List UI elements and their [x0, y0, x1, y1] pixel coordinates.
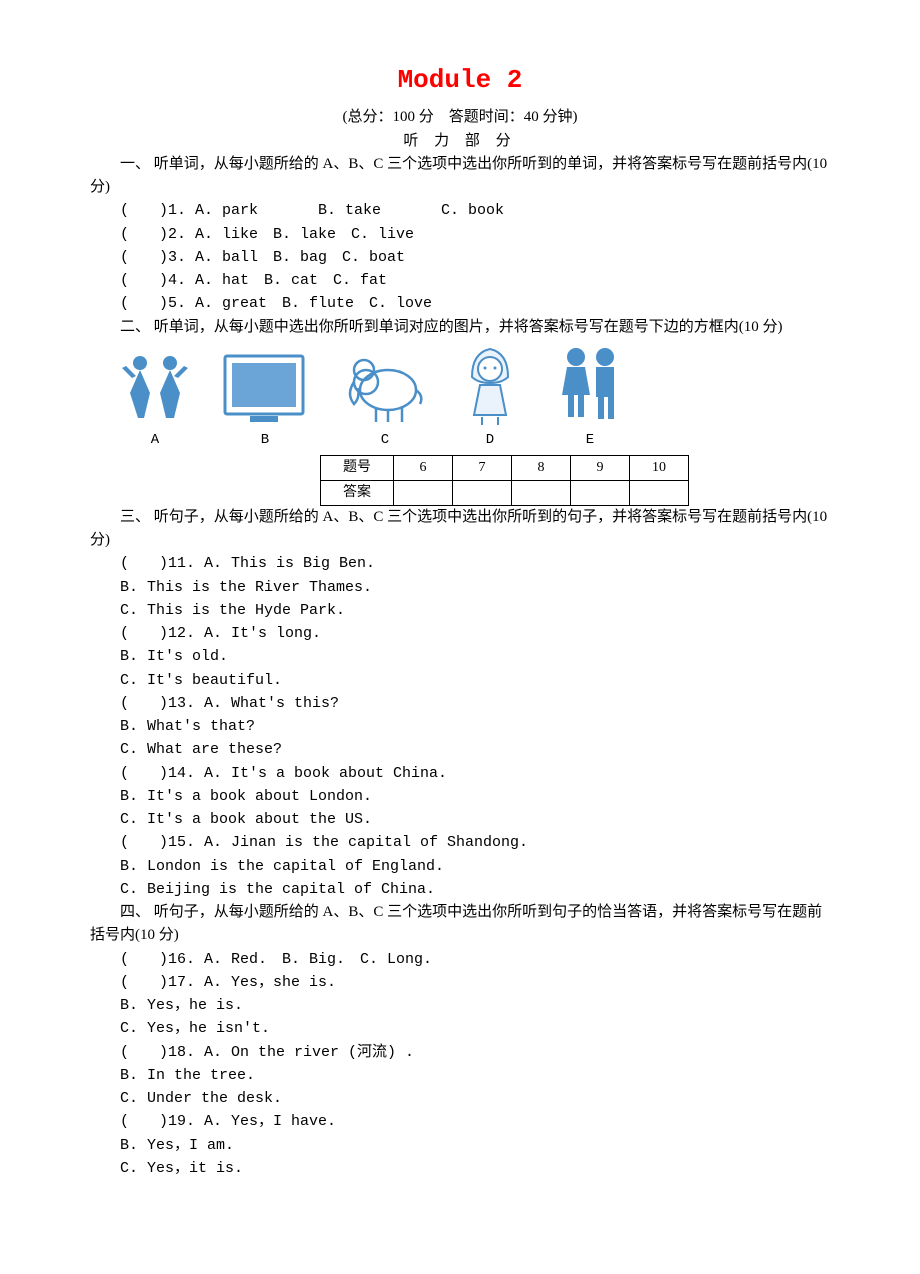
elephant-icon — [340, 348, 430, 428]
table-cell — [512, 481, 571, 506]
image-option-row: A B C — [90, 343, 830, 452]
table-cell — [394, 481, 453, 506]
module-title: Module 2 — [90, 60, 830, 100]
image-label-b: B — [220, 430, 310, 452]
q17-b: B. Yes，he is. — [90, 994, 830, 1017]
q11-c: C. This is the Hyde Park. — [90, 599, 830, 622]
table-cell: 6 — [394, 456, 453, 481]
dancing-people-icon — [120, 348, 190, 428]
q14-b: B. It's a book about London. — [90, 785, 830, 808]
image-option-c: C — [340, 348, 430, 452]
listening-section-heading: 听 力 部 分 — [90, 130, 830, 153]
q15-b: B. London is the capital of England. — [90, 855, 830, 878]
q19-c: C. Yes，it is. — [90, 1157, 830, 1180]
q2: ( )2. A. like B. lake C. live — [90, 223, 830, 246]
answer-table: 题号 6 7 8 9 10 答案 — [320, 455, 689, 505]
image-label-e: E — [550, 430, 630, 452]
section2-heading: 二、 听单词，从每小题中选出你所听到单词对应的图片，并将答案标号写在题号下边的方… — [90, 316, 830, 339]
q5: ( )5. A. great B. flute C. love — [90, 292, 830, 315]
image-label-d: D — [460, 430, 520, 452]
table-cell — [571, 481, 630, 506]
q13-c: C. What are these? — [90, 738, 830, 761]
q13-a: ( )13. A. What's this? — [90, 692, 830, 715]
section4-heading: 四、 听句子，从每小题所给的 A、B、C 三个选项中选出你所听到句子的恰当答语，… — [90, 901, 830, 948]
girl-icon — [460, 343, 520, 428]
q18-c: C. Under the desk. — [90, 1087, 830, 1110]
table-cell — [630, 481, 689, 506]
table-row: 题号 6 7 8 9 10 — [321, 456, 689, 481]
q12-a: ( )12. A. It's long. — [90, 622, 830, 645]
table-cell — [453, 481, 512, 506]
q1: ( )1. A. park B. take C. book — [90, 199, 830, 222]
q12-b: B. It's old. — [90, 645, 830, 668]
section1-heading: 一、 听单词，从每小题所给的 A、B、C 三个选项中选出你所听到的单词，并将答案… — [90, 153, 830, 200]
q19-a: ( )19. A. Yes，I have. — [90, 1110, 830, 1133]
image-label-a: A — [120, 430, 190, 452]
q11-b: B. This is the River Thames. — [90, 576, 830, 599]
table-cell-label: 题号 — [321, 456, 394, 481]
q11-a: ( )11. A. This is Big Ben. — [90, 552, 830, 575]
image-option-b: B — [220, 348, 310, 452]
section3-heading: 三、 听句子，从每小题所给的 A、B、C 三个选项中选出你所听到的句子，并将答案… — [90, 506, 830, 553]
couple-icon — [550, 343, 630, 428]
q17-a: ( )17. A. Yes，she is. — [90, 971, 830, 994]
q3: ( )3. A. ball B. bag C. boat — [90, 246, 830, 269]
q15-c: C. Beijing is the capital of China. — [90, 878, 830, 901]
image-option-e: E — [550, 343, 630, 452]
q4: ( )4. A. hat B. cat C. fat — [90, 269, 830, 292]
table-cell: 10 — [630, 456, 689, 481]
image-option-d: D — [460, 343, 520, 452]
image-option-a: A — [120, 348, 190, 452]
table-cell: 9 — [571, 456, 630, 481]
q14-a: ( )14. A. It's a book about China. — [90, 762, 830, 785]
score-time-subtitle: (总分：100 分 答题时间：40 分钟) — [90, 106, 830, 129]
q18-a: ( )18. A. On the river (河流) . — [90, 1041, 830, 1064]
table-cell: 7 — [453, 456, 512, 481]
q16: ( )16. A. Red. B. Big. C. Long. — [90, 948, 830, 971]
q19-b: B. Yes，I am. — [90, 1134, 830, 1157]
table-cell-label: 答案 — [321, 481, 394, 506]
q13-b: B. What's that? — [90, 715, 830, 738]
q18-b: B. In the tree. — [90, 1064, 830, 1087]
table-row: 答案 — [321, 481, 689, 506]
q12-c: C. It's beautiful. — [90, 669, 830, 692]
image-label-c: C — [340, 430, 430, 452]
q15-a: ( )15. A. Jinan is the capital of Shando… — [90, 831, 830, 854]
tv-icon — [220, 348, 310, 428]
table-cell: 8 — [512, 456, 571, 481]
q17-c: C. Yes，he isn't. — [90, 1017, 830, 1040]
q14-c: C. It's a book about the US. — [90, 808, 830, 831]
